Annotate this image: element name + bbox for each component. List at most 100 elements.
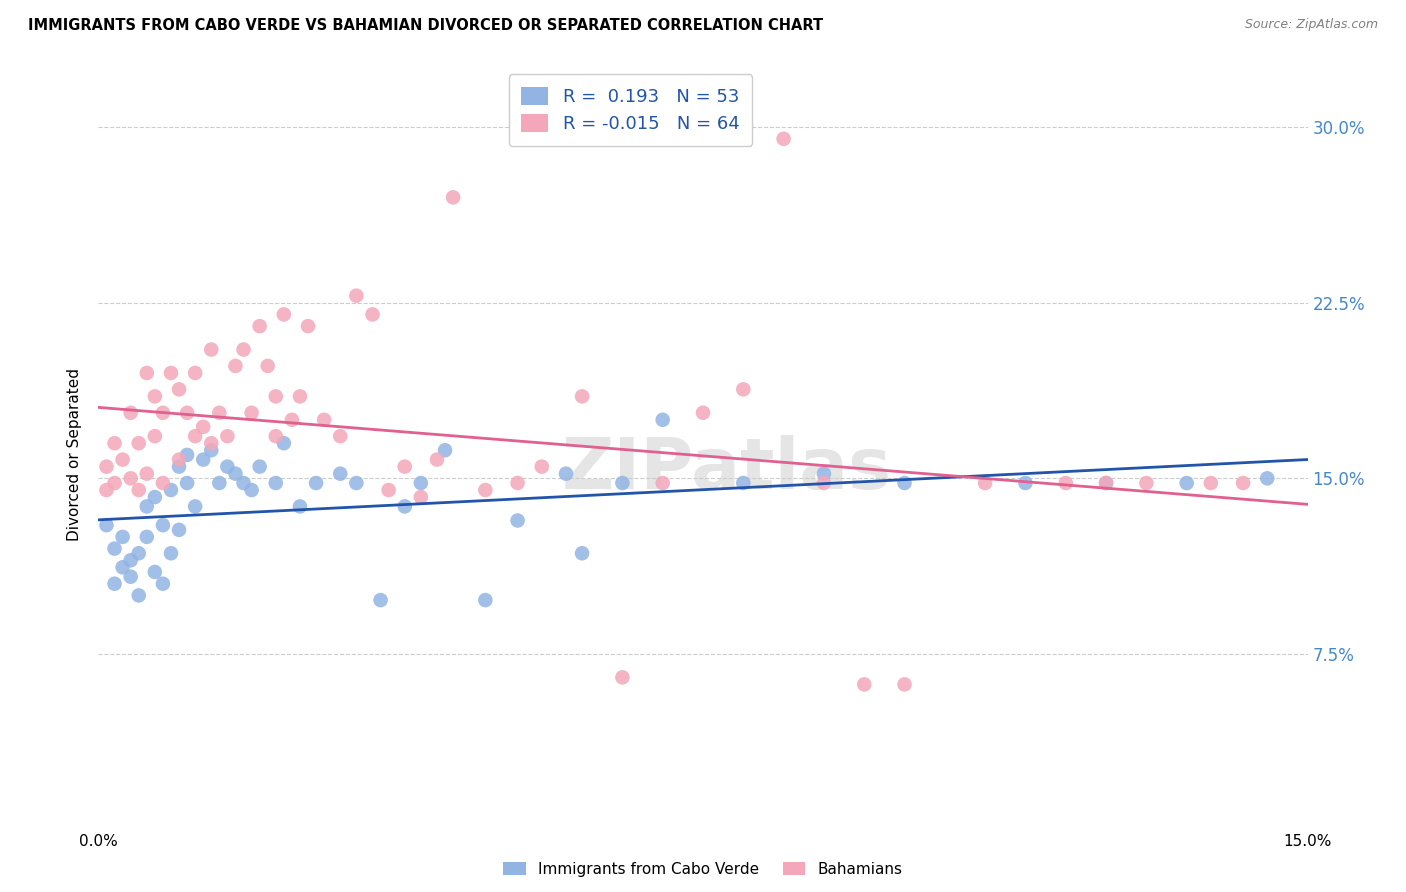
Point bbox=[96, 459, 118, 474]
Point bbox=[152, 576, 174, 591]
Text: IMMIGRANTS FROM CABO VERDE VS BAHAMIAN DIVORCED OR SEPARATED CORRELATION CHART: IMMIGRANTS FROM CABO VERDE VS BAHAMIAN D… bbox=[28, 18, 824, 33]
Point bbox=[612, 476, 634, 491]
Point bbox=[135, 366, 157, 380]
Point bbox=[264, 429, 287, 443]
Point bbox=[974, 476, 997, 491]
Point bbox=[103, 541, 125, 556]
Point bbox=[217, 459, 239, 474]
Point bbox=[167, 523, 190, 537]
Point bbox=[200, 443, 222, 458]
Point bbox=[377, 483, 399, 497]
Point bbox=[120, 570, 142, 584]
Point bbox=[506, 476, 529, 491]
Point bbox=[135, 500, 157, 514]
Point bbox=[571, 389, 593, 403]
Point bbox=[135, 467, 157, 481]
Point bbox=[1014, 476, 1036, 491]
Point bbox=[813, 467, 835, 481]
Point bbox=[143, 490, 166, 504]
Point bbox=[273, 307, 295, 321]
Point bbox=[160, 366, 183, 380]
Point bbox=[232, 476, 254, 491]
Point bbox=[264, 389, 287, 403]
Point bbox=[853, 677, 876, 691]
Point bbox=[288, 500, 311, 514]
Point bbox=[344, 476, 367, 491]
Point bbox=[281, 413, 304, 427]
Point bbox=[184, 500, 207, 514]
Point bbox=[184, 429, 207, 443]
Point bbox=[256, 359, 278, 373]
Point bbox=[128, 483, 150, 497]
Point bbox=[167, 459, 190, 474]
Point bbox=[344, 289, 367, 303]
Point bbox=[143, 565, 166, 579]
Point bbox=[160, 546, 183, 560]
Point bbox=[167, 452, 190, 467]
Point bbox=[184, 366, 207, 380]
Point bbox=[120, 471, 142, 485]
Point bbox=[1135, 476, 1157, 491]
Point bbox=[167, 382, 190, 396]
Point bbox=[152, 406, 174, 420]
Point bbox=[143, 429, 166, 443]
Point bbox=[692, 406, 714, 420]
Point bbox=[111, 560, 134, 574]
Point bbox=[249, 459, 271, 474]
Point bbox=[160, 483, 183, 497]
Point bbox=[152, 476, 174, 491]
Point bbox=[651, 476, 673, 491]
Text: Source: ZipAtlas.com: Source: ZipAtlas.com bbox=[1244, 18, 1378, 31]
Point bbox=[329, 467, 352, 481]
Point bbox=[297, 319, 319, 334]
Point bbox=[506, 513, 529, 527]
Point bbox=[128, 589, 150, 603]
Point bbox=[426, 452, 449, 467]
Point bbox=[1054, 476, 1077, 491]
Point bbox=[111, 530, 134, 544]
Y-axis label: Divorced or Separated: Divorced or Separated bbox=[67, 368, 83, 541]
Point bbox=[176, 406, 198, 420]
Point bbox=[135, 530, 157, 544]
Point bbox=[733, 382, 755, 396]
Point bbox=[733, 476, 755, 491]
Point bbox=[1095, 476, 1118, 491]
Point bbox=[813, 476, 835, 491]
Point bbox=[249, 319, 271, 334]
Point bbox=[240, 483, 263, 497]
Point bbox=[240, 406, 263, 420]
Point bbox=[555, 467, 578, 481]
Point bbox=[1256, 471, 1278, 485]
Point bbox=[111, 452, 134, 467]
Point bbox=[200, 343, 222, 357]
Point bbox=[143, 389, 166, 403]
Point bbox=[893, 476, 915, 491]
Point bbox=[370, 593, 392, 607]
Point bbox=[409, 490, 432, 504]
Point bbox=[103, 476, 125, 491]
Point bbox=[394, 459, 416, 474]
Point bbox=[200, 436, 222, 450]
Point bbox=[434, 443, 457, 458]
Text: ZIPatlas: ZIPatlas bbox=[562, 435, 893, 504]
Point bbox=[224, 467, 246, 481]
Point bbox=[394, 500, 416, 514]
Point bbox=[651, 413, 673, 427]
Point bbox=[193, 420, 215, 434]
Point bbox=[474, 593, 496, 607]
Legend: Immigrants from Cabo Verde, Bahamians: Immigrants from Cabo Verde, Bahamians bbox=[496, 854, 910, 884]
Point bbox=[893, 677, 915, 691]
Point bbox=[120, 406, 142, 420]
Point bbox=[571, 546, 593, 560]
Point bbox=[264, 476, 287, 491]
Point bbox=[1175, 476, 1198, 491]
Point bbox=[176, 476, 198, 491]
Point bbox=[288, 389, 311, 403]
Point bbox=[329, 429, 352, 443]
Point bbox=[273, 436, 295, 450]
Point bbox=[409, 476, 432, 491]
Point bbox=[193, 452, 215, 467]
Legend: R =  0.193   N = 53, R = -0.015   N = 64: R = 0.193 N = 53, R = -0.015 N = 64 bbox=[509, 74, 752, 145]
Point bbox=[224, 359, 246, 373]
Point bbox=[772, 132, 794, 146]
